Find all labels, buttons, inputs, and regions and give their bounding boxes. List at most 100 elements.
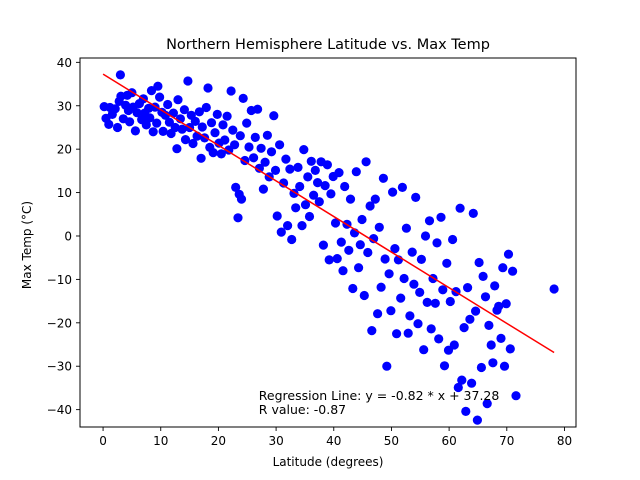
data-point (503, 249, 514, 259)
data-point (125, 117, 135, 127)
data-point (206, 118, 217, 128)
data-point (478, 271, 488, 281)
data-point (231, 182, 241, 192)
data-point (220, 135, 230, 145)
data-point (392, 329, 402, 339)
data-point (203, 83, 213, 93)
data-point (190, 116, 200, 126)
data-point (320, 181, 330, 191)
data-point (256, 143, 266, 153)
data-point (419, 345, 429, 355)
data-point (457, 375, 467, 385)
data-point (373, 309, 383, 319)
data-point (258, 184, 268, 194)
data-points (99, 70, 559, 425)
data-point (173, 95, 183, 105)
data-point (188, 138, 198, 149)
data-point (411, 192, 421, 202)
data-point (365, 201, 375, 211)
data-point (369, 234, 379, 244)
data-point (384, 269, 394, 279)
data-point (309, 190, 319, 200)
data-point (310, 165, 320, 175)
data-point (330, 218, 341, 228)
x-tick-label: 50 (384, 434, 399, 448)
data-point (471, 306, 481, 316)
data-point (270, 165, 281, 175)
data-point (170, 122, 180, 133)
data-point (158, 126, 168, 136)
data-point (313, 178, 323, 188)
data-point (112, 122, 123, 133)
data-point (132, 108, 142, 118)
data-point (266, 147, 277, 157)
data-point (549, 284, 559, 294)
x-tick-label: 60 (441, 434, 456, 448)
regression-equation-label: Regression Line: y = -0.82 * x + 37.28 (259, 388, 500, 403)
data-point (374, 222, 384, 232)
data-point (260, 157, 270, 167)
data-point (180, 135, 191, 145)
data-point (378, 173, 388, 183)
data-point (152, 118, 162, 128)
data-point (361, 157, 371, 167)
data-point (407, 247, 417, 257)
data-point (438, 285, 448, 295)
data-point (303, 172, 313, 182)
data-point (465, 314, 475, 324)
data-point (197, 122, 207, 132)
data-point (130, 126, 140, 136)
x-tick-label: 40 (326, 434, 341, 448)
data-point (401, 223, 411, 233)
data-point (196, 153, 206, 163)
data-point (344, 245, 354, 255)
data-point (445, 296, 455, 307)
y-tick-label: −20 (47, 316, 72, 330)
data-point (388, 187, 398, 197)
data-point (453, 382, 463, 393)
y-tick-label: 20 (57, 143, 72, 157)
data-point (351, 167, 361, 177)
data-point (405, 311, 415, 321)
data-point (426, 324, 436, 334)
data-point (291, 203, 301, 213)
data-point (253, 104, 263, 114)
data-point (262, 130, 272, 140)
x-tick-label: 30 (268, 434, 283, 448)
data-point (403, 328, 413, 338)
data-point (238, 93, 248, 103)
data-point (212, 109, 222, 119)
data-point (283, 221, 293, 231)
data-point (488, 358, 498, 368)
data-point (297, 221, 307, 231)
x-tick-label: 70 (499, 434, 514, 448)
data-point (236, 194, 247, 204)
data-point (160, 110, 170, 120)
data-point (484, 320, 494, 330)
y-tick-label: −40 (47, 403, 72, 417)
data-point (430, 298, 440, 308)
data-point (179, 105, 189, 115)
data-point (397, 182, 407, 192)
data-point (461, 406, 471, 416)
data-point (115, 70, 125, 80)
data-point (436, 212, 446, 222)
data-point (357, 214, 367, 225)
data-point (269, 111, 279, 121)
data-point (507, 266, 518, 276)
data-point (287, 234, 297, 245)
data-point (363, 247, 373, 258)
data-point (222, 111, 232, 121)
data-point (355, 240, 365, 250)
data-point (235, 131, 245, 141)
data-point (110, 104, 120, 114)
data-point (390, 244, 400, 254)
data-point (318, 240, 328, 250)
data-point (354, 263, 364, 273)
x-tick-label: 20 (211, 434, 226, 448)
data-point (141, 120, 151, 130)
data-point (208, 148, 218, 158)
y-tick-label: 10 (57, 186, 72, 200)
data-point (172, 144, 182, 154)
